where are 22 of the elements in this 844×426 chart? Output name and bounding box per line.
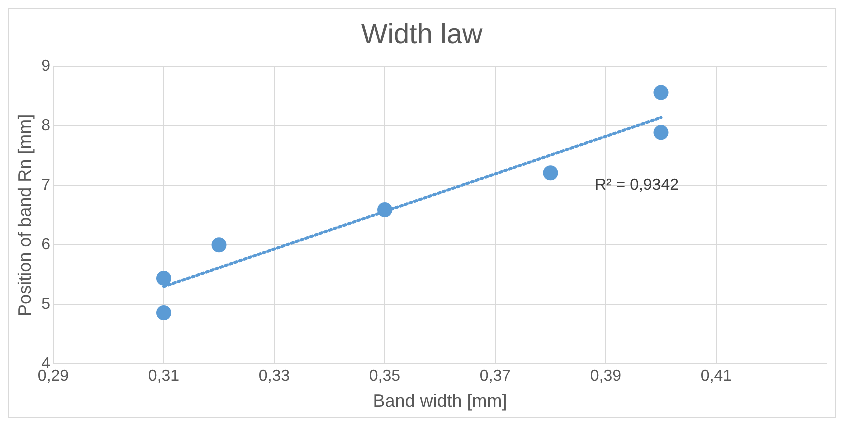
x-axis-title: Band width [mm] (373, 391, 508, 412)
y-tick-label: 6 (42, 236, 51, 254)
x-tick-label: 0,33 (258, 368, 290, 386)
x-tick-label: 0,35 (369, 368, 401, 386)
chart-title: Width law (361, 18, 484, 50)
x-tick-label: 0,39 (590, 368, 622, 386)
point (543, 166, 558, 181)
y-tick-label: 5 (42, 296, 51, 314)
point (654, 125, 669, 140)
annotation: R² = 0,9342 (594, 177, 680, 194)
y-tick-label: 9 (42, 58, 51, 76)
y-tick-label: 8 (42, 118, 51, 135)
point (212, 238, 227, 253)
x-tick-label: 0,31 (148, 368, 180, 386)
y-tick-label: 7 (42, 177, 51, 194)
point (378, 202, 392, 218)
x-tick-label: 0,41 (700, 368, 732, 386)
point (156, 270, 172, 286)
x-tick-label: 0,37 (480, 368, 512, 386)
point (156, 306, 172, 321)
y-axis-title: Position of band Rn [mm] (14, 114, 35, 316)
point (654, 85, 669, 100)
